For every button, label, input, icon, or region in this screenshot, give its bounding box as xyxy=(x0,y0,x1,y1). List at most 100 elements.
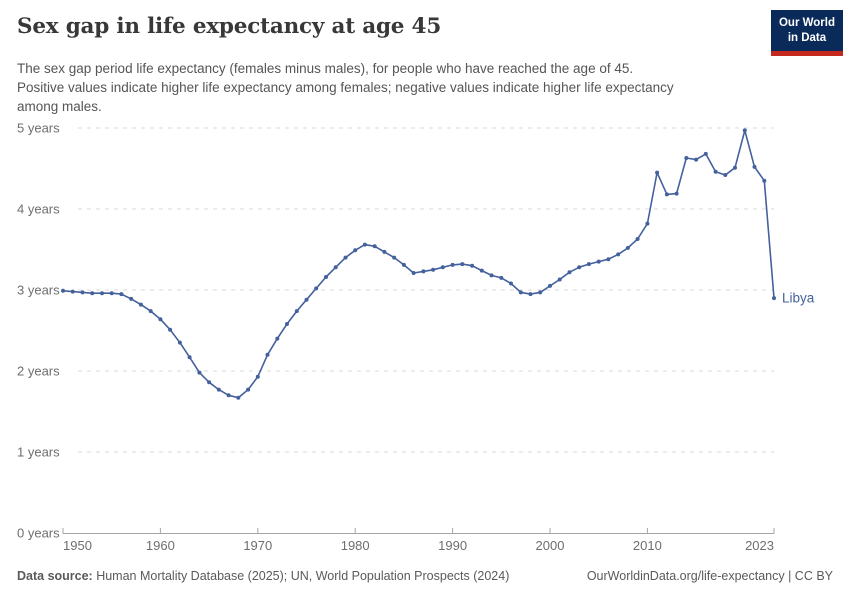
data-source-label: Data source: xyxy=(17,569,93,583)
x-tick-label: 1980 xyxy=(341,538,370,553)
data-point[interactable] xyxy=(61,288,65,293)
data-source-note: Data source: Human Mortality Database (2… xyxy=(17,569,509,583)
data-point[interactable] xyxy=(90,291,95,296)
data-point[interactable] xyxy=(518,290,523,295)
x-tick-label: 1960 xyxy=(146,538,175,553)
data-point[interactable] xyxy=(645,221,650,226)
y-tick-label: 5 years xyxy=(17,121,60,136)
data-point[interactable] xyxy=(733,165,737,170)
data-point[interactable] xyxy=(294,309,299,314)
data-point[interactable] xyxy=(129,296,134,301)
owid-logo-line1: Our World xyxy=(778,17,835,29)
data-point[interactable] xyxy=(655,170,660,175)
data-point[interactable] xyxy=(548,283,552,288)
page-title: Sex gap in life expectancy at age 45 xyxy=(17,14,442,39)
x-tick-label: 1990 xyxy=(438,538,467,553)
data-point[interactable] xyxy=(285,322,289,326)
y-tick-label: 2 years xyxy=(17,364,60,379)
data-point[interactable] xyxy=(577,265,582,270)
chart-footer: Data source: Human Mortality Database (2… xyxy=(17,569,833,583)
data-point[interactable] xyxy=(723,173,728,177)
y-tick-label: 0 years xyxy=(17,526,60,541)
data-point[interactable] xyxy=(411,271,416,275)
footer-link[interactable]: OurWorldinData.org/life-expectancy | CC … xyxy=(586,569,833,583)
data-point[interactable] xyxy=(694,157,699,162)
data-point[interactable] xyxy=(664,192,669,197)
data-point[interactable] xyxy=(703,151,708,156)
data-point[interactable] xyxy=(138,302,143,307)
data-point[interactable] xyxy=(324,275,328,279)
data-point[interactable] xyxy=(440,265,445,270)
x-tick-label: 1970 xyxy=(243,538,272,553)
data-point[interactable] xyxy=(392,255,397,260)
data-source-text: Human Mortality Database (2025); UN, Wor… xyxy=(92,569,510,583)
data-point[interactable] xyxy=(538,290,543,295)
data-point[interactable] xyxy=(275,336,280,341)
data-point[interactable] xyxy=(489,273,494,278)
data-point[interactable] xyxy=(596,259,601,264)
data-point[interactable] xyxy=(762,178,767,183)
series-line-libya[interactable] xyxy=(62,129,775,399)
data-point[interactable] xyxy=(70,289,75,294)
data-point[interactable] xyxy=(509,281,513,286)
y-tick-label: 4 years xyxy=(17,202,60,217)
data-point[interactable] xyxy=(177,340,182,345)
data-point[interactable] xyxy=(246,387,251,392)
chart-subtitle: The sex gap period life expectancy (fema… xyxy=(17,61,674,115)
data-point[interactable] xyxy=(450,262,455,267)
x-tick-label: 2000 xyxy=(536,538,565,553)
x-tick-label: 2023 xyxy=(745,538,774,553)
owid-logo[interactable]: Our World in Data xyxy=(770,10,843,56)
data-point[interactable] xyxy=(314,286,319,291)
data-point[interactable] xyxy=(236,395,241,400)
data-point[interactable] xyxy=(343,255,348,260)
data-point[interactable] xyxy=(479,268,484,273)
data-point[interactable] xyxy=(616,252,621,257)
data-point[interactable] xyxy=(80,290,85,295)
data-point[interactable] xyxy=(353,248,358,253)
data-point[interactable] xyxy=(499,275,504,280)
series-label-libya[interactable]: Libya xyxy=(782,291,815,306)
data-point[interactable] xyxy=(100,291,104,296)
data-point[interactable] xyxy=(742,128,747,133)
data-point[interactable] xyxy=(197,370,202,375)
data-point[interactable] xyxy=(772,296,776,301)
data-point[interactable] xyxy=(207,380,212,385)
data-point[interactable] xyxy=(567,270,572,275)
data-point[interactable] xyxy=(625,245,630,250)
data-point[interactable] xyxy=(226,393,231,398)
data-point[interactable] xyxy=(372,244,377,249)
data-point[interactable] xyxy=(187,355,192,360)
data-point[interactable] xyxy=(684,156,689,160)
data-point[interactable] xyxy=(528,292,533,297)
data-point[interactable] xyxy=(216,387,221,392)
data-point[interactable] xyxy=(333,265,338,270)
data-point[interactable] xyxy=(401,262,406,267)
data-point[interactable] xyxy=(119,292,124,297)
data-point[interactable] xyxy=(674,191,679,196)
data-point[interactable] xyxy=(109,291,114,296)
data-point[interactable] xyxy=(470,263,475,268)
data-point[interactable] xyxy=(460,262,465,267)
data-point[interactable] xyxy=(713,169,718,174)
data-point[interactable] xyxy=(752,164,757,169)
data-point[interactable] xyxy=(265,352,270,357)
data-point[interactable] xyxy=(148,309,153,314)
data-point[interactable] xyxy=(168,327,173,332)
data-point[interactable] xyxy=(586,262,591,267)
data-point[interactable] xyxy=(382,249,387,254)
owid-logo-line2: in Data xyxy=(787,31,827,44)
data-point[interactable] xyxy=(606,257,611,262)
x-tick-label: 1950 xyxy=(63,538,92,553)
data-point[interactable] xyxy=(304,297,309,302)
y-tick-label: 3 years xyxy=(17,283,60,298)
data-point[interactable] xyxy=(557,277,562,282)
data-point[interactable] xyxy=(421,269,426,274)
data-point[interactable] xyxy=(158,317,163,322)
data-point[interactable] xyxy=(255,374,260,379)
data-point[interactable] xyxy=(635,237,640,241)
data-point[interactable] xyxy=(362,242,367,247)
y-tick-label: 1 years xyxy=(17,445,60,460)
data-point[interactable] xyxy=(431,267,436,272)
